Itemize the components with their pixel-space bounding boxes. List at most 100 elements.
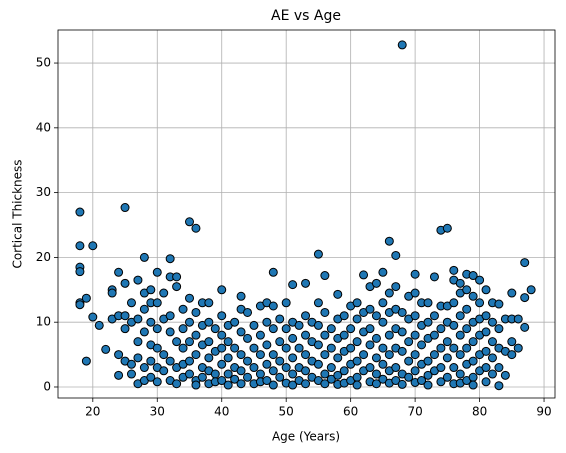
point <box>230 374 240 384</box>
point <box>384 350 394 360</box>
point <box>217 376 227 386</box>
point <box>236 379 246 389</box>
ticks: 20 30 40 50 60 70 80 90 0 10 20 30 40 50 <box>36 56 552 419</box>
point <box>391 250 401 260</box>
point <box>462 324 472 334</box>
point <box>313 298 323 308</box>
point <box>475 275 485 285</box>
point <box>178 304 188 314</box>
point <box>268 324 278 334</box>
point <box>442 372 452 382</box>
point <box>410 288 420 298</box>
point <box>455 369 465 379</box>
point <box>301 278 311 288</box>
point <box>139 252 149 262</box>
point <box>268 267 278 277</box>
point <box>462 285 472 295</box>
point <box>301 350 311 360</box>
point <box>326 343 336 353</box>
point <box>429 311 439 321</box>
point <box>410 366 420 376</box>
point <box>268 350 278 360</box>
plot-frame <box>57 29 556 399</box>
point <box>449 298 459 308</box>
point <box>429 350 439 360</box>
point <box>133 275 143 285</box>
point <box>404 372 414 382</box>
point <box>88 241 98 251</box>
point <box>423 370 433 380</box>
point <box>152 298 162 308</box>
point <box>404 356 414 366</box>
point <box>236 291 246 301</box>
point <box>313 359 323 369</box>
y-axis-label: Cortical Thickness <box>11 159 25 268</box>
point <box>462 304 472 314</box>
point <box>262 317 272 327</box>
point <box>455 278 465 288</box>
point <box>339 366 349 376</box>
point <box>288 369 298 379</box>
point <box>371 353 381 363</box>
point <box>243 333 253 343</box>
chart-title: AE vs Age <box>271 8 341 24</box>
point <box>81 356 91 366</box>
point <box>236 327 246 337</box>
point <box>313 249 323 259</box>
point <box>268 366 278 376</box>
x-tick-label: 80 <box>472 405 487 419</box>
point <box>262 359 272 369</box>
point <box>371 278 381 288</box>
point <box>333 353 343 363</box>
point <box>230 317 240 327</box>
point <box>191 330 201 340</box>
point <box>223 380 233 390</box>
point <box>288 380 298 390</box>
point <box>81 293 91 303</box>
point <box>165 327 175 337</box>
point <box>371 333 381 343</box>
point <box>262 376 272 386</box>
point <box>88 312 98 322</box>
point <box>429 330 439 340</box>
point <box>494 324 504 334</box>
point <box>339 311 349 321</box>
point <box>178 343 188 353</box>
point <box>346 324 356 334</box>
x-tick-label: 90 <box>536 405 551 419</box>
point <box>294 343 304 353</box>
point <box>526 285 536 295</box>
point <box>185 337 195 347</box>
point <box>378 343 388 353</box>
point <box>346 343 356 353</box>
point <box>487 369 497 379</box>
point <box>494 363 504 373</box>
point <box>365 363 375 373</box>
point <box>191 307 201 317</box>
point <box>333 289 343 299</box>
point <box>397 327 407 337</box>
point <box>204 298 214 308</box>
point <box>475 298 485 308</box>
point <box>481 311 491 321</box>
point <box>436 363 446 373</box>
point <box>288 353 298 363</box>
point <box>481 327 491 337</box>
x-tick-label: 60 <box>343 405 358 419</box>
point <box>423 380 433 390</box>
point <box>391 363 401 373</box>
point <box>359 270 369 280</box>
point <box>507 350 517 360</box>
y-tick-label: 10 <box>36 315 51 329</box>
point <box>384 330 394 340</box>
point <box>191 380 201 390</box>
point <box>397 346 407 356</box>
point <box>320 271 330 281</box>
point <box>243 356 253 366</box>
point <box>288 333 298 343</box>
point <box>146 317 156 327</box>
point <box>455 330 465 340</box>
point <box>404 337 414 347</box>
point <box>384 236 394 246</box>
